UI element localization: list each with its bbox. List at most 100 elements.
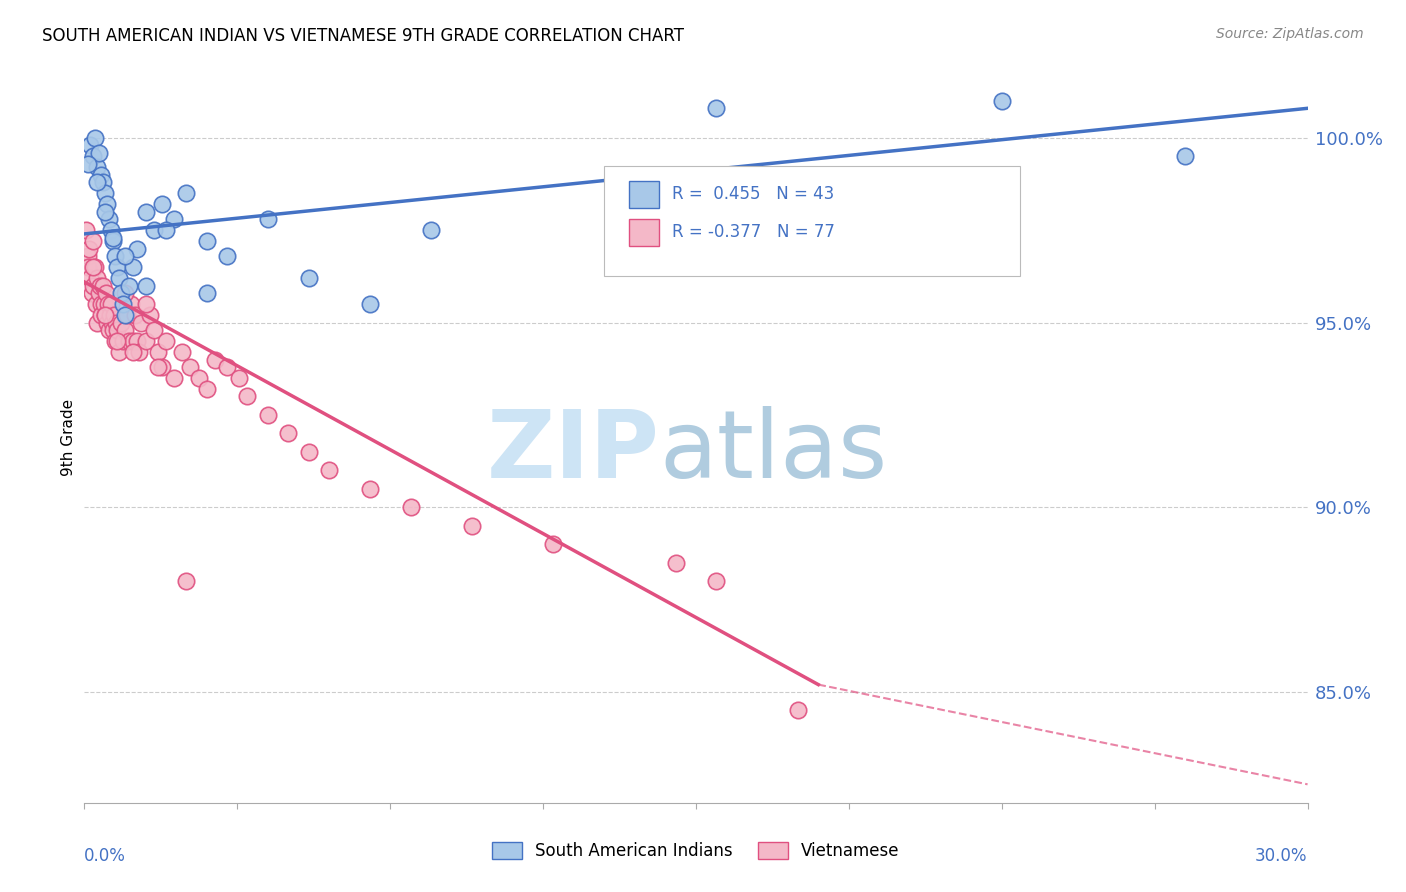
- Point: [105, 334, 128, 348]
- Point: [104, 249, 127, 263]
- Text: Source: ZipAtlas.com: Source: ZipAtlas.com: [1216, 27, 1364, 41]
- Point: [87, 145, 110, 160]
- Point: [112, 334, 135, 348]
- Point: [461, 518, 484, 533]
- Point: [142, 323, 165, 337]
- Point: [665, 556, 688, 570]
- Point: [114, 308, 136, 322]
- Point: [277, 426, 299, 441]
- Legend: South American Indians, Vietnamese: South American Indians, Vietnamese: [492, 842, 900, 860]
- Point: [112, 297, 135, 311]
- Point: [105, 260, 128, 274]
- Point: [217, 359, 239, 374]
- Point: [172, 345, 194, 359]
- Point: [90, 308, 112, 322]
- Point: [90, 168, 112, 182]
- Point: [135, 334, 157, 348]
- Point: [163, 371, 186, 385]
- Point: [706, 101, 728, 115]
- Point: [174, 186, 197, 201]
- Point: [82, 260, 104, 274]
- Point: [122, 345, 145, 359]
- Point: [96, 197, 118, 211]
- Point: [127, 334, 149, 348]
- Point: [195, 285, 218, 300]
- Point: [101, 230, 124, 244]
- Point: [101, 316, 124, 330]
- Point: [104, 334, 127, 348]
- Point: [195, 382, 218, 396]
- Point: [543, 537, 565, 551]
- Point: [187, 371, 209, 385]
- Point: [96, 316, 118, 330]
- Point: [420, 223, 443, 237]
- Point: [114, 285, 136, 300]
- Point: [155, 223, 177, 237]
- Point: [93, 297, 115, 311]
- Point: [127, 242, 149, 256]
- Point: [89, 278, 111, 293]
- Text: R = -0.377   N = 77: R = -0.377 N = 77: [672, 223, 834, 242]
- Point: [174, 574, 197, 589]
- Point: [114, 249, 136, 263]
- Point: [93, 186, 115, 201]
- Point: [146, 359, 169, 374]
- Point: [228, 371, 250, 385]
- Point: [84, 297, 107, 311]
- Point: [138, 308, 160, 322]
- Point: [991, 94, 1014, 108]
- Point: [97, 297, 120, 311]
- Point: [135, 204, 157, 219]
- Text: SOUTH AMERICAN INDIAN VS VIETNAMESE 9TH GRADE CORRELATION CHART: SOUTH AMERICAN INDIAN VS VIETNAMESE 9TH …: [42, 27, 685, 45]
- Point: [399, 500, 422, 515]
- Point: [318, 463, 340, 477]
- Point: [100, 297, 122, 311]
- Point: [124, 308, 146, 322]
- Point: [98, 308, 121, 322]
- Point: [217, 249, 239, 263]
- Point: [298, 445, 321, 459]
- Point: [79, 138, 101, 153]
- Point: [359, 297, 381, 311]
- Point: [86, 161, 108, 175]
- Point: [131, 316, 153, 330]
- Point: [101, 323, 124, 337]
- Point: [93, 308, 115, 322]
- Point: [179, 359, 201, 374]
- Point: [83, 260, 105, 274]
- Point: [91, 278, 114, 293]
- Point: [122, 260, 145, 274]
- Point: [787, 703, 810, 717]
- Point: [76, 249, 98, 263]
- Point: [86, 316, 108, 330]
- Point: [93, 204, 115, 219]
- Point: [103, 308, 125, 322]
- Point: [87, 285, 110, 300]
- Point: [82, 278, 104, 293]
- Point: [118, 334, 141, 348]
- Point: [86, 175, 108, 189]
- Point: [257, 212, 280, 227]
- Point: [83, 131, 105, 145]
- Point: [82, 149, 104, 163]
- Point: [204, 352, 226, 367]
- Point: [86, 271, 108, 285]
- Point: [150, 197, 173, 211]
- Point: [257, 408, 280, 422]
- Point: [142, 223, 165, 237]
- Point: [298, 271, 321, 285]
- Point: [97, 323, 120, 337]
- Point: [150, 359, 173, 374]
- Point: [82, 235, 104, 249]
- Point: [110, 316, 132, 330]
- Point: [77, 242, 100, 256]
- Point: [128, 345, 150, 359]
- Point: [91, 175, 114, 189]
- Text: 30.0%: 30.0%: [1256, 847, 1308, 864]
- Point: [105, 316, 128, 330]
- Point: [1174, 149, 1197, 163]
- Point: [90, 297, 112, 311]
- Point: [146, 345, 169, 359]
- Point: [135, 297, 157, 311]
- Point: [135, 278, 157, 293]
